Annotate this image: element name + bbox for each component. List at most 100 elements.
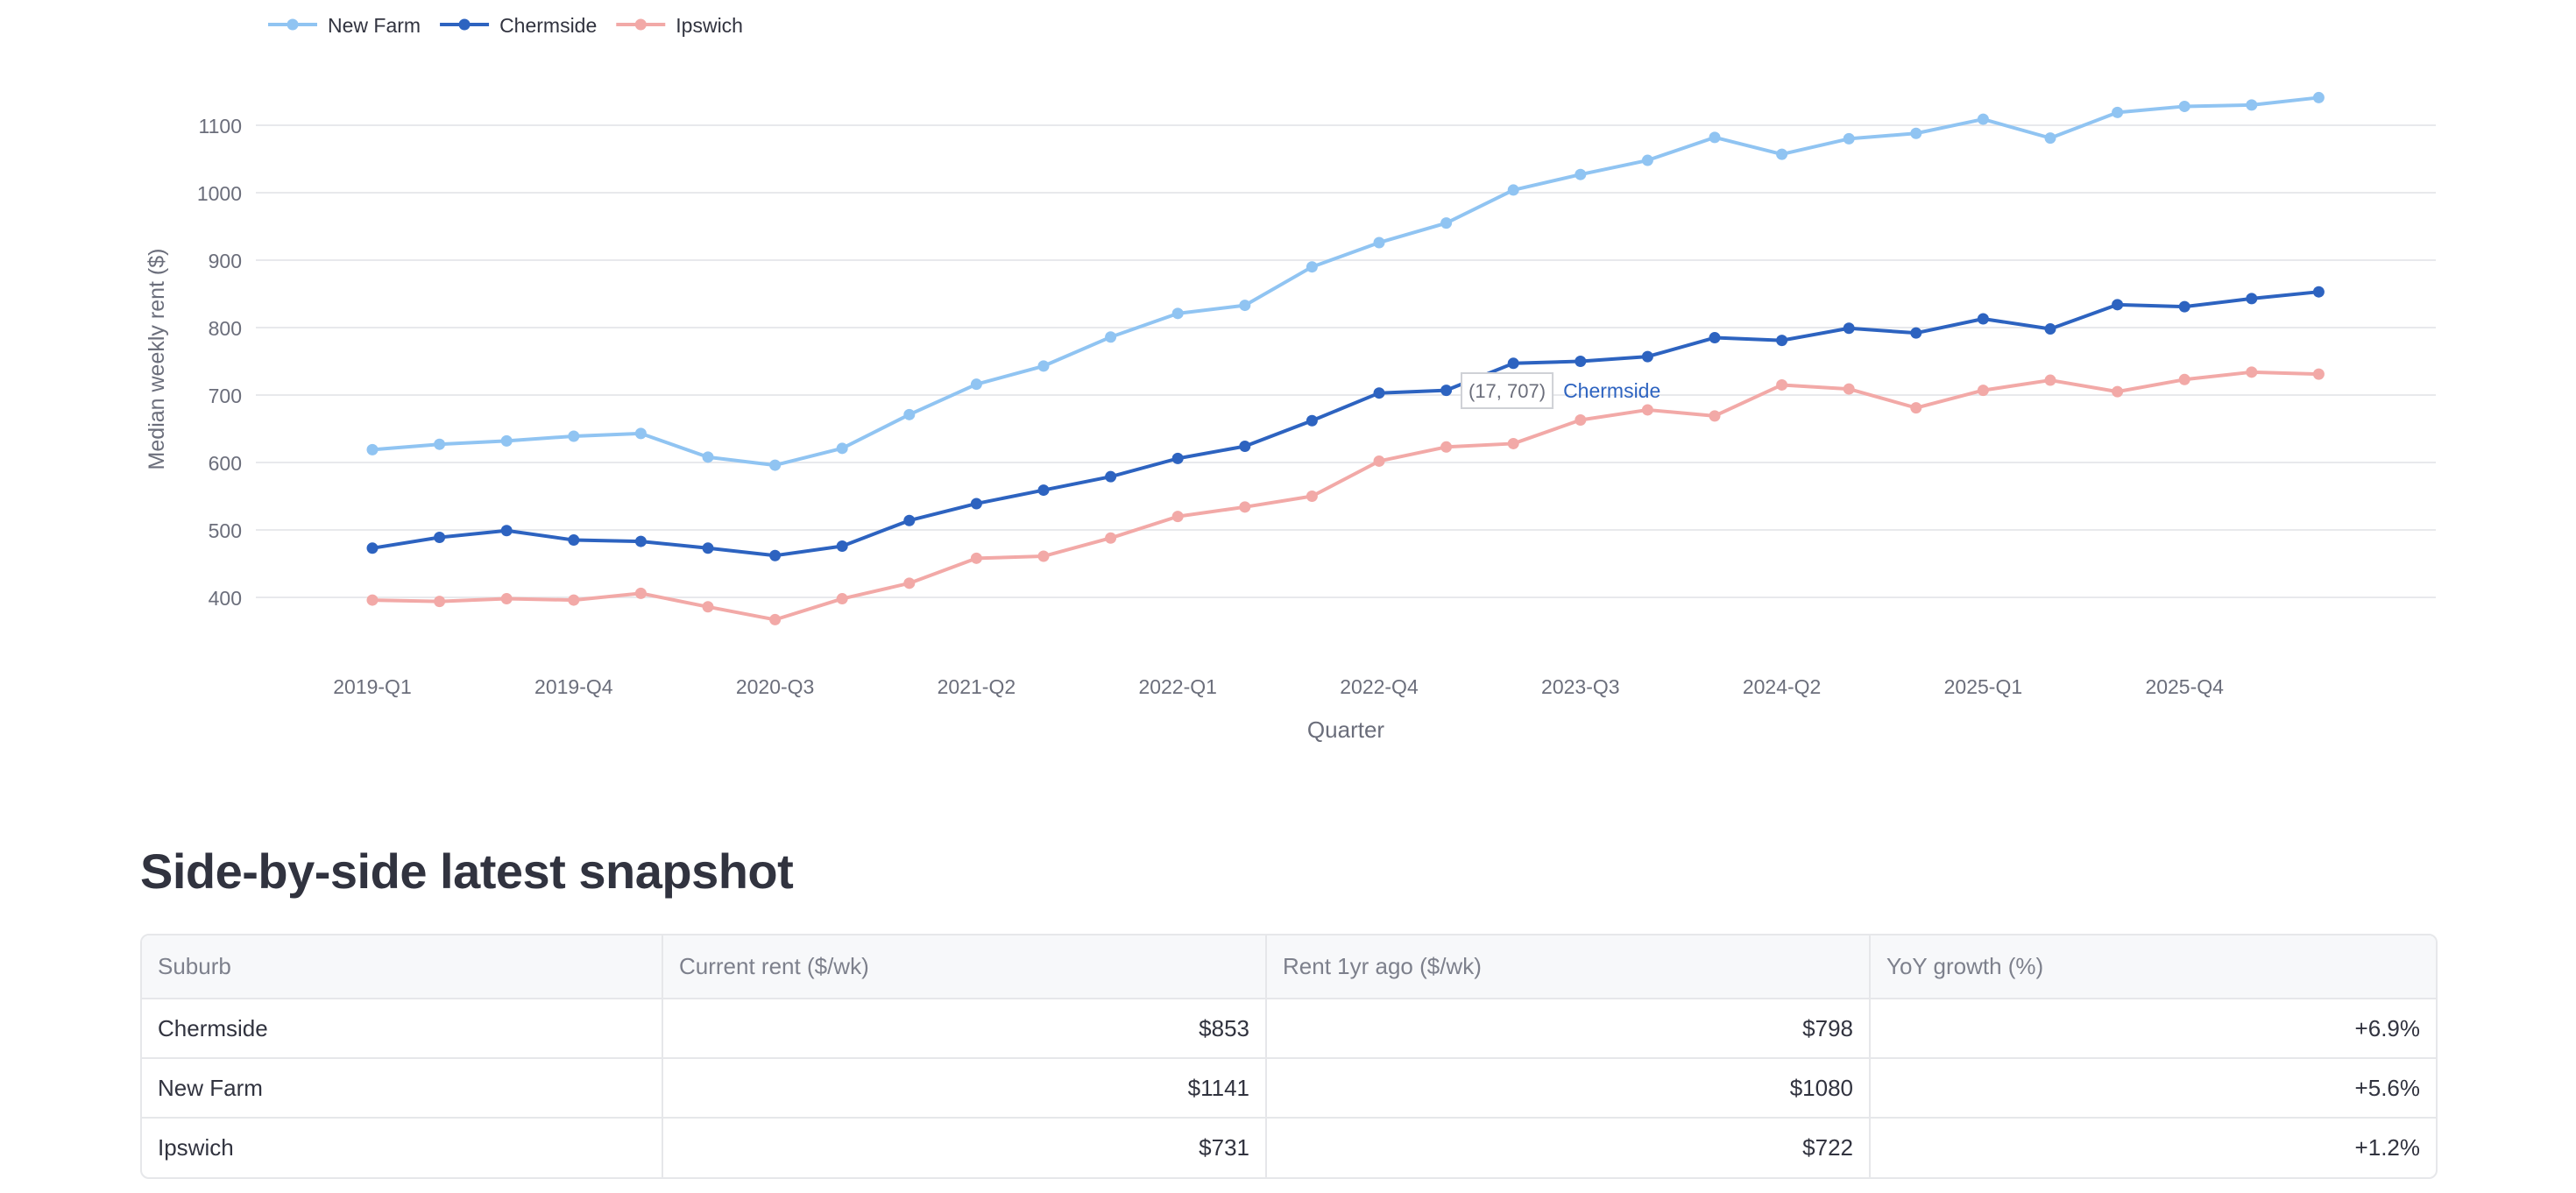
column-header-yoy-growth[interactable]: YoY growth (%) <box>1870 935 2436 999</box>
data-point-ipswich[interactable] <box>1037 550 1050 562</box>
data-point-new-farm[interactable] <box>2112 106 2124 118</box>
data-point-ipswich[interactable] <box>836 593 848 605</box>
data-point-chermside[interactable] <box>500 525 513 537</box>
data-point-ipswich[interactable] <box>2044 374 2056 386</box>
data-point-ipswich[interactable] <box>1171 511 1184 523</box>
data-point-chermside[interactable] <box>1709 332 1721 344</box>
data-point-chermside[interactable] <box>970 498 982 510</box>
data-point-ipswich[interactable] <box>903 577 916 589</box>
chart-legend[interactable]: New Farm Chermside Ipswich <box>268 14 743 37</box>
data-point-chermside[interactable] <box>1843 322 1855 335</box>
data-point-ipswich[interactable] <box>500 593 513 605</box>
data-point-new-farm[interactable] <box>1105 331 1117 343</box>
data-point-chermside[interactable] <box>702 542 714 554</box>
data-point-new-farm[interactable] <box>2178 100 2190 112</box>
data-point-chermside[interactable] <box>1037 484 1050 497</box>
data-point-chermside[interactable] <box>1306 414 1318 427</box>
data-point-ipswich[interactable] <box>568 594 580 606</box>
data-point-new-farm[interactable] <box>1843 132 1855 145</box>
column-header-suburb[interactable]: Suburb <box>142 935 663 999</box>
data-point-new-farm[interactable] <box>1910 127 1922 139</box>
data-point-new-farm[interactable] <box>2044 132 2056 145</box>
data-point-ipswich[interactable] <box>1977 385 1989 397</box>
data-point-chermside[interactable] <box>434 531 446 543</box>
data-point-chermside[interactable] <box>634 535 647 547</box>
data-point-new-farm[interactable] <box>1239 300 1251 312</box>
data-point-chermside[interactable] <box>903 514 916 526</box>
data-point-ipswich[interactable] <box>1373 455 1385 467</box>
data-point-ipswich[interactable] <box>1910 402 1922 414</box>
data-point-chermside[interactable] <box>366 542 379 554</box>
table-row[interactable]: Ipswich $731 $722 +1.2% <box>142 1118 2436 1177</box>
data-point-chermside[interactable] <box>2178 300 2190 313</box>
series-ipswich[interactable] <box>366 366 2325 625</box>
data-point-new-farm[interactable] <box>1641 154 1653 166</box>
data-point-new-farm[interactable] <box>970 378 982 391</box>
data-point-ipswich[interactable] <box>702 601 714 613</box>
data-point-new-farm[interactable] <box>1373 236 1385 249</box>
data-point-new-farm[interactable] <box>1037 360 1050 372</box>
data-point-chermside[interactable] <box>1575 356 1587 367</box>
legend-item-ipswich[interactable]: Ipswich <box>616 14 743 37</box>
data-point-new-farm[interactable] <box>568 430 580 442</box>
data-point-chermside[interactable] <box>1641 350 1653 363</box>
data-point-ipswich[interactable] <box>634 587 647 599</box>
data-point-ipswich[interactable] <box>970 552 982 564</box>
data-point-new-farm[interactable] <box>702 451 714 463</box>
data-point-ipswich[interactable] <box>1239 501 1251 513</box>
data-point-ipswich[interactable] <box>1776 378 1788 391</box>
table-row[interactable]: New Farm $1141 $1080 +5.6% <box>142 1058 2436 1119</box>
data-point-ipswich[interactable] <box>1641 404 1653 416</box>
data-point-chermside[interactable] <box>769 549 782 561</box>
data-point-new-farm[interactable] <box>836 442 848 455</box>
series-new-farm[interactable] <box>366 91 2325 471</box>
data-point-new-farm[interactable] <box>366 443 379 455</box>
data-point-ipswich[interactable] <box>1575 413 1587 426</box>
data-point-ipswich[interactable] <box>1306 491 1318 502</box>
data-point-ipswich[interactable] <box>1105 532 1117 544</box>
data-point-chermside[interactable] <box>2312 286 2325 298</box>
series-chermside[interactable] <box>366 286 2325 561</box>
data-point-ipswich[interactable] <box>2246 366 2258 378</box>
data-point-new-farm[interactable] <box>2312 91 2325 103</box>
legend-item-new-farm[interactable]: New Farm <box>268 14 421 37</box>
data-point-chermside[interactable] <box>1105 470 1117 483</box>
data-point-ipswich[interactable] <box>434 596 446 608</box>
data-point-ipswich[interactable] <box>1709 410 1721 422</box>
data-point-chermside[interactable] <box>568 534 580 547</box>
data-point-chermside[interactable] <box>1977 313 1989 325</box>
legend-item-chermside[interactable]: Chermside <box>440 14 597 37</box>
data-point-ipswich[interactable] <box>1440 441 1453 453</box>
data-point-new-farm[interactable] <box>903 408 916 420</box>
data-point-ipswich[interactable] <box>769 613 782 625</box>
data-point-chermside[interactable] <box>1171 452 1184 464</box>
data-point-chermside[interactable] <box>2044 323 2056 335</box>
data-point-chermside[interactable] <box>1507 357 1519 370</box>
data-point-chermside[interactable] <box>1440 385 1453 397</box>
snapshot-table[interactable]: Suburb Current rent ($/wk) Rent 1yr ago … <box>140 934 2438 1179</box>
table-row[interactable]: Chermside $853 $798 +6.9% <box>142 999 2436 1059</box>
data-point-ipswich[interactable] <box>1507 437 1519 449</box>
data-point-new-farm[interactable] <box>634 427 647 440</box>
data-point-new-farm[interactable] <box>2246 99 2258 111</box>
data-point-ipswich[interactable] <box>2178 373 2190 385</box>
data-point-new-farm[interactable] <box>1507 184 1519 196</box>
data-point-new-farm[interactable] <box>1575 168 1587 180</box>
data-point-chermside[interactable] <box>1239 441 1251 453</box>
data-point-new-farm[interactable] <box>1977 113 1989 125</box>
data-point-new-farm[interactable] <box>1306 261 1318 273</box>
data-point-ipswich[interactable] <box>2112 385 2124 398</box>
column-header-rent-year-ago[interactable]: Rent 1yr ago ($/wk) <box>1266 935 1871 999</box>
data-point-new-farm[interactable] <box>1171 307 1184 320</box>
chart-series[interactable] <box>366 91 2325 625</box>
data-point-ipswich[interactable] <box>366 594 379 606</box>
data-point-chermside[interactable] <box>1776 335 1788 347</box>
data-point-ipswich[interactable] <box>1843 383 1855 395</box>
data-point-ipswich[interactable] <box>2312 368 2325 380</box>
data-point-chermside[interactable] <box>1910 327 1922 339</box>
data-point-chermside[interactable] <box>2112 299 2124 311</box>
data-point-chermside[interactable] <box>2246 293 2258 305</box>
data-point-new-farm[interactable] <box>434 438 446 450</box>
data-point-new-farm[interactable] <box>1440 217 1453 229</box>
data-point-chermside[interactable] <box>836 540 848 552</box>
